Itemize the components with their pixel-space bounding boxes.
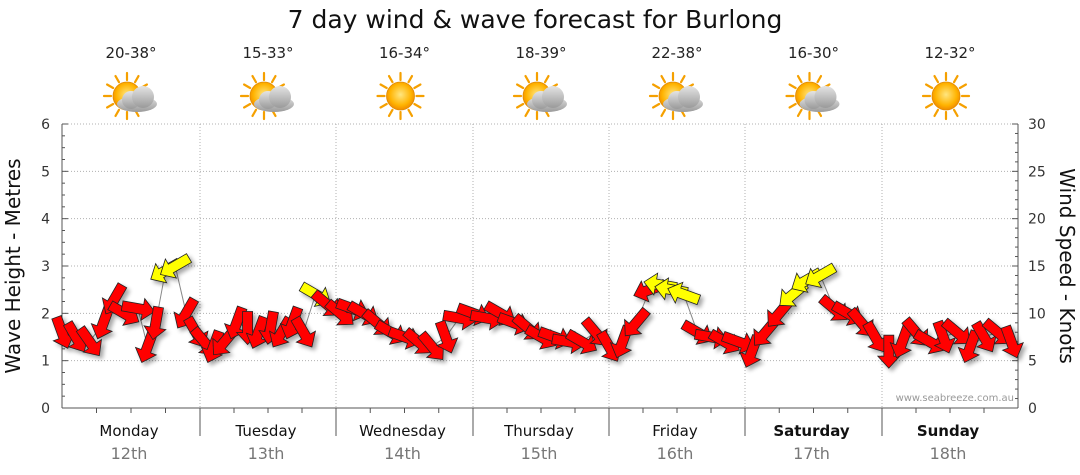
right-tick-label: 0 — [1028, 401, 1037, 417]
partly-cloudy-icon — [102, 71, 157, 121]
wind-arrow — [1000, 324, 1024, 359]
partly-cloudy-icon — [785, 71, 840, 121]
left-tick-label: 1 — [41, 354, 50, 370]
wind-arrow — [90, 305, 115, 340]
day-date: 15th — [521, 444, 558, 463]
left-axis-ticks: 0 1 2 3 4 5 6 — [41, 117, 68, 417]
wind-arrow — [159, 253, 193, 279]
wind-arrow — [624, 306, 651, 337]
partly-cloudy-icon — [512, 71, 567, 121]
wind-arrow — [75, 325, 102, 357]
left-tick-label: 2 — [41, 306, 50, 322]
day-name: Friday — [652, 422, 698, 440]
left-tick-label: 3 — [41, 259, 50, 275]
right-tick-label: 30 — [1028, 117, 1046, 133]
wind-arrow — [120, 297, 156, 322]
right-tick-label: 15 — [1028, 259, 1046, 275]
right-axis-title: Wind Speed - Knots — [1055, 168, 1079, 364]
temperature-range: 18-39° — [515, 44, 566, 62]
left-axis-title: Wave Height - Metres — [1, 158, 25, 373]
right-tick-label: 10 — [1028, 306, 1046, 322]
day-name: Sunday — [917, 422, 980, 440]
day-date: 17th — [793, 444, 830, 463]
right-tick-label: 5 — [1028, 354, 1037, 370]
grid — [62, 123, 1018, 408]
wind-arrow — [805, 262, 838, 289]
wind-arrow — [912, 328, 945, 355]
chart-title: 7 day wind & wave forecast for Burlong — [288, 5, 783, 34]
day-labels: Monday 12th Tuesday 13th Wednesday 14th Thursd… — [96, 408, 985, 463]
temperature-range: 16-34° — [379, 44, 430, 62]
wind-arrow — [564, 328, 598, 355]
temperature-range: 16-30° — [788, 44, 839, 62]
left-tick-label: 6 — [41, 117, 50, 133]
right-tick-label: 25 — [1028, 164, 1046, 180]
wind-arrow — [143, 305, 167, 341]
left-tick-label: 4 — [41, 212, 50, 228]
day-date: 18th — [930, 444, 967, 463]
day-name: Thursday — [503, 422, 574, 440]
weather-row: 20-38° 15-33° 16-34° 18-39° 22-38° 16-30° 12-3… — [102, 44, 976, 121]
wind-arrow — [957, 329, 982, 364]
left-tick-label: 5 — [41, 164, 50, 180]
wind-arrow — [876, 334, 901, 369]
wind-arrow — [434, 319, 459, 354]
day-name: Tuesday — [234, 422, 296, 440]
wind-arrows — [51, 253, 1024, 369]
sunny-icon — [921, 71, 971, 121]
day-name: Saturday — [773, 422, 850, 440]
day-name: Wednesday — [359, 422, 446, 440]
left-tick-label: 0 — [41, 401, 50, 417]
temperature-range: 12-32° — [924, 44, 975, 62]
temperature-range: 20-38° — [105, 44, 156, 62]
wind-arrow — [971, 320, 997, 353]
wind-arrow — [290, 315, 317, 348]
wind-arrow — [667, 281, 702, 306]
watermark: www.seabreeze.com.au — [896, 393, 1014, 404]
wind-arrow — [862, 320, 888, 353]
partly-cloudy-icon — [239, 71, 294, 121]
wind-arrow — [940, 317, 971, 345]
wind-arrow — [889, 324, 914, 359]
wind-arrow — [245, 315, 270, 349]
partly-cloudy-icon — [648, 71, 703, 121]
day-date: 14th — [384, 444, 421, 463]
day-name: Monday — [99, 422, 158, 440]
day-date: 16th — [657, 444, 694, 463]
right-axis-ticks: 0 5 10 15 20 25 30 — [1012, 117, 1046, 417]
temperature-range: 15-33° — [242, 44, 293, 62]
right-tick-label: 20 — [1028, 212, 1046, 228]
day-date: 13th — [248, 444, 285, 463]
temperature-range: 22-38° — [651, 44, 702, 62]
wind-arrow — [223, 305, 248, 340]
day-date: 12th — [111, 444, 148, 463]
sunny-icon — [376, 71, 425, 121]
wind-arrow — [932, 319, 956, 354]
